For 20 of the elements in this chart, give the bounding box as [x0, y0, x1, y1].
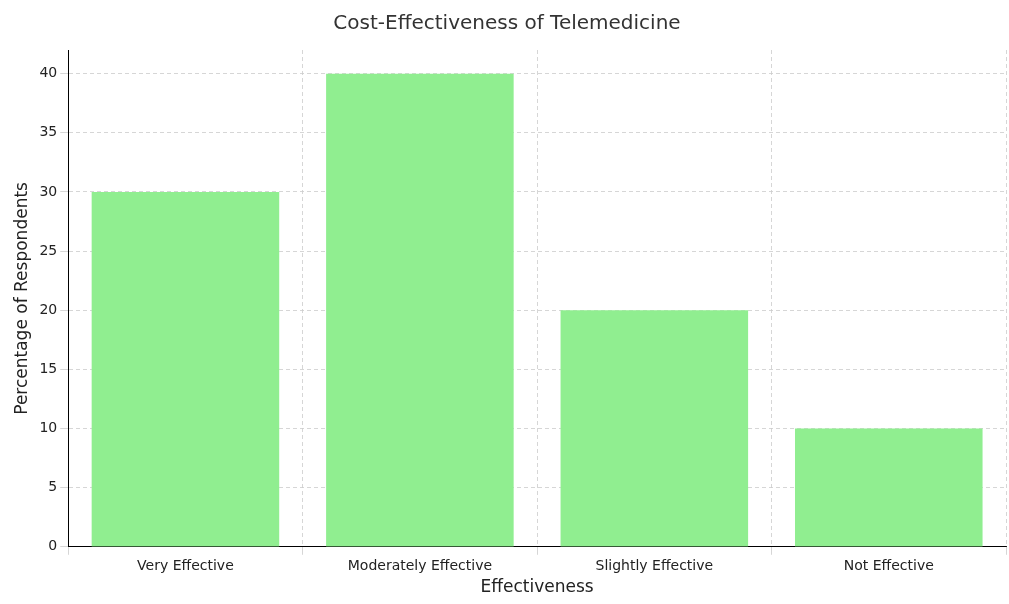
y-axis-title: Percentage of Respondents	[10, 181, 31, 415]
y-tick-label: 15	[39, 360, 58, 377]
y-tick-label: 40	[39, 64, 58, 81]
x-tick-label: Slightly Effective	[595, 556, 714, 573]
y-tick-label: 10	[39, 419, 58, 436]
y-tick-label: 5	[48, 478, 58, 495]
chart-title: Cost-Effectiveness of Telemedicine	[333, 10, 681, 35]
y-tick-label: 20	[39, 300, 58, 317]
bar	[795, 428, 983, 547]
y-tick-label: 30	[39, 182, 58, 199]
bar	[560, 310, 749, 547]
bar	[326, 73, 514, 547]
y-tick-label: 0	[48, 537, 58, 554]
y-tick-label: 35	[39, 123, 58, 140]
y-tick-label: 25	[39, 241, 58, 258]
x-tick-label: Moderately Effective	[347, 556, 493, 573]
x-axis-title: Effectiveness	[480, 576, 594, 597]
x-tick-label: Not Effective	[843, 556, 934, 573]
x-tick-label: Very Effective	[137, 556, 234, 573]
bar	[91, 191, 280, 547]
